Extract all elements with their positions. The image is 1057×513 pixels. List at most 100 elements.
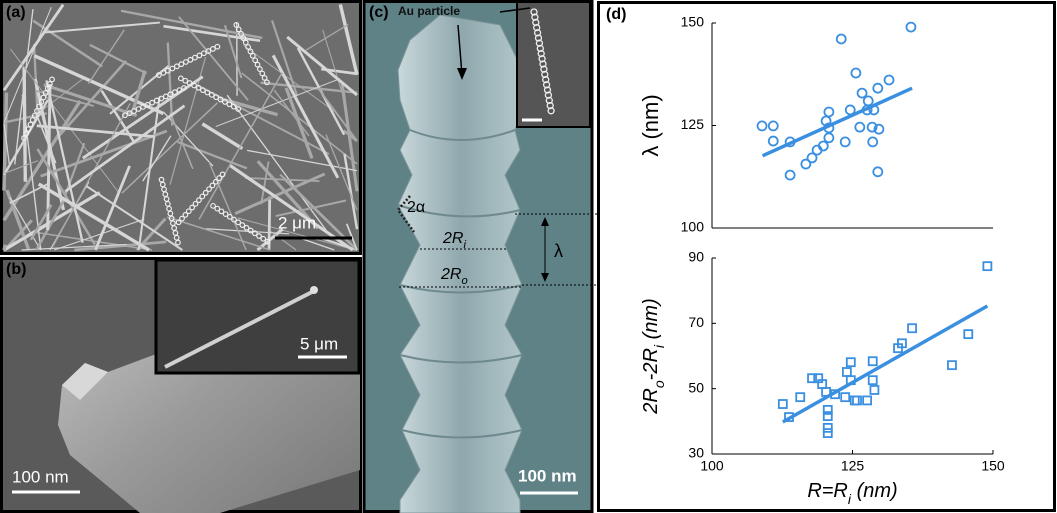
helix-bead	[204, 89, 211, 96]
helix-bead	[547, 107, 555, 115]
helix-bead	[196, 197, 202, 204]
fiber	[38, 76, 86, 114]
helix-bead	[214, 43, 221, 50]
fiber	[198, 72, 283, 220]
point	[800, 158, 812, 170]
fiber	[2, 3, 65, 92]
helix-bead	[178, 61, 185, 68]
helix-bead	[231, 216, 237, 223]
y-axis-label-part: i	[651, 344, 667, 348]
panel-a	[0, 0, 362, 255]
helix-bead	[195, 84, 202, 91]
helix-bead	[252, 57, 259, 64]
fiber	[121, 102, 218, 194]
helix-bead	[182, 212, 189, 218]
point	[807, 373, 817, 384]
helix-bead	[212, 178, 219, 185]
nanowire-tip	[62, 363, 108, 400]
fiber	[85, 185, 183, 251]
helix-bead	[176, 87, 183, 94]
helix-bead	[164, 67, 171, 74]
helix-bead	[543, 86, 552, 94]
helix-bead	[208, 91, 215, 98]
helix-bead	[222, 211, 229, 217]
fiber	[35, 89, 95, 107]
y-axis-label: λ (nm)	[638, 94, 663, 156]
fiber	[241, 72, 358, 165]
scale-label: 5 μm	[300, 334, 338, 353]
fiber	[270, 230, 297, 251]
point	[862, 395, 873, 406]
fiber	[63, 142, 86, 197]
helix-bead	[219, 171, 226, 178]
helix-bead	[175, 239, 181, 246]
helix-bead	[135, 106, 142, 112]
panel-label: (d)	[606, 6, 626, 23]
arrowhead	[541, 273, 549, 282]
helix-bead	[162, 93, 169, 100]
helix-bead	[122, 112, 128, 119]
point	[839, 136, 851, 148]
fiber	[9, 197, 42, 251]
point	[947, 360, 957, 371]
point	[845, 357, 856, 368]
helix-bead	[182, 77, 189, 84]
point	[822, 422, 833, 433]
annotation-part: 2R	[440, 266, 462, 283]
helical-wire	[397, 14, 526, 513]
fiber	[228, 163, 354, 252]
helix-bead	[235, 219, 242, 226]
fiber	[35, 113, 57, 164]
scale-label: 100 nm	[518, 466, 577, 485]
point	[897, 338, 907, 349]
helix-bead	[233, 22, 240, 28]
annotation: 2Ri	[442, 230, 466, 251]
point	[823, 132, 835, 144]
helix-bead	[173, 63, 180, 70]
helix-bead	[158, 95, 165, 102]
point	[963, 329, 974, 340]
point	[806, 152, 818, 164]
helix-bead	[214, 205, 221, 212]
point	[817, 140, 829, 152]
fiber	[226, 94, 330, 236]
fiber	[305, 23, 349, 51]
point	[866, 121, 878, 133]
fiber	[33, 54, 165, 116]
helix-bead	[189, 204, 196, 211]
annotation-part: 2R	[442, 230, 464, 247]
y-tick-label: 30	[688, 445, 704, 461]
fiber	[2, 244, 7, 251]
point	[869, 385, 880, 395]
helix-bead	[533, 29, 542, 37]
helix-bead	[533, 23, 541, 32]
helix-bead	[29, 117, 36, 123]
helix-bead	[538, 55, 546, 63]
helix-bead	[256, 233, 262, 239]
helix-bead	[167, 91, 174, 98]
helix-bead	[251, 230, 258, 237]
helix-bead	[185, 208, 192, 215]
y-tick-label: 100	[681, 219, 705, 235]
point	[867, 136, 879, 148]
helix-bead	[541, 70, 549, 79]
fiber	[201, 122, 244, 151]
fiber	[177, 140, 248, 170]
fiber	[317, 88, 358, 142]
arrowhead	[457, 68, 467, 80]
annotation: λ	[554, 241, 563, 261]
helix-bead	[196, 52, 203, 59]
helix-bead	[40, 94, 47, 101]
fiber	[46, 84, 52, 231]
helix-bead	[199, 193, 206, 200]
fiber	[322, 29, 345, 99]
point	[873, 123, 885, 135]
fiber	[53, 218, 145, 251]
helix-bead	[218, 208, 225, 215]
fiber	[3, 223, 48, 252]
helix-bead	[222, 99, 228, 105]
point	[840, 392, 851, 403]
helix-bead	[27, 121, 34, 128]
fiber	[343, 153, 359, 230]
fiber	[89, 43, 148, 75]
